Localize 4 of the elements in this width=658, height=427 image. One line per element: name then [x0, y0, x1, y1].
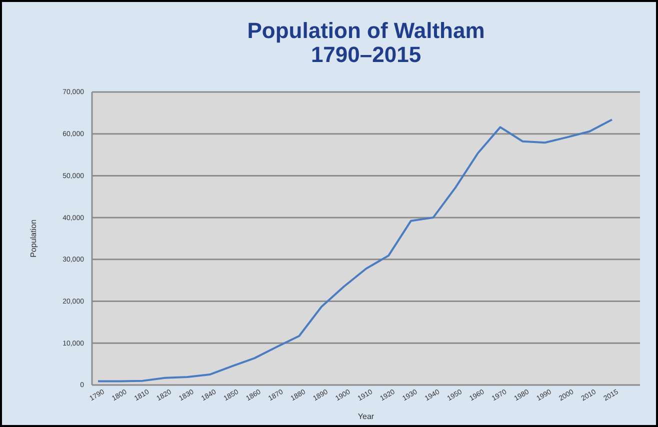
chart-title: Population of Waltham 1790–2015 — [247, 18, 485, 67]
y-axis-title: Population — [29, 220, 38, 258]
x-axis-title: Year — [358, 412, 374, 421]
line-series — [97, 118, 613, 382]
